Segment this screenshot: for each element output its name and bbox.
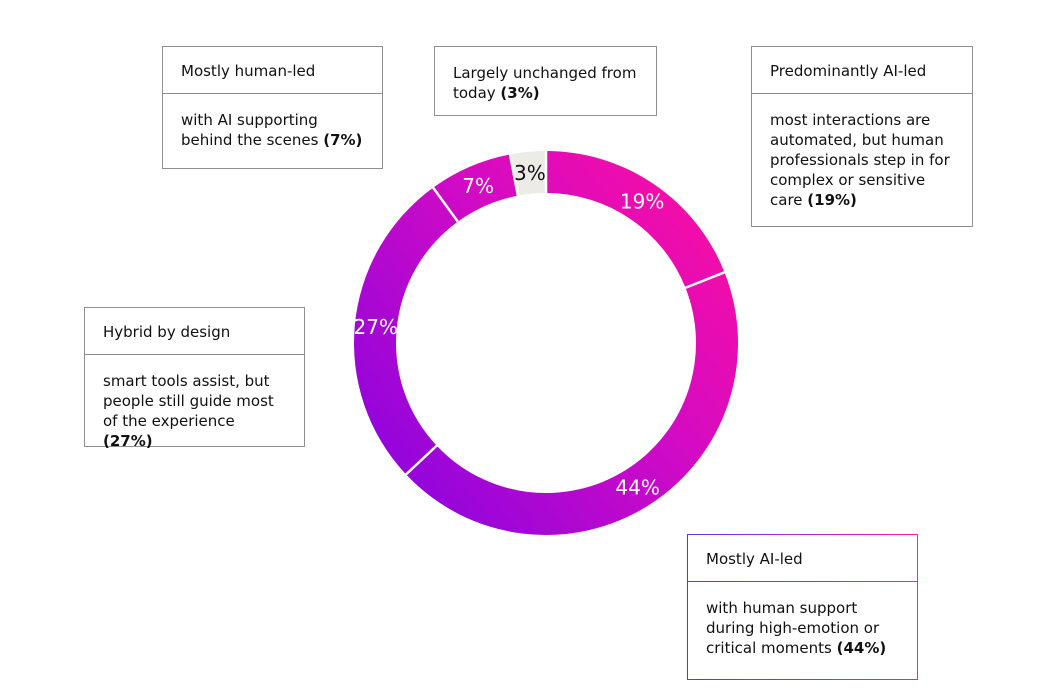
slice-label-hybrid-by-design: 27%: [354, 315, 398, 339]
callout-percent: (7%): [323, 131, 363, 149]
callout-predominantly-ai-led: Predominantly AI-led most interactions a…: [751, 46, 973, 227]
callout-mostly-ai-led: Mostly AI-led with human support during …: [687, 534, 918, 680]
slice-mostly-ai-led: [406, 272, 739, 536]
callout-description: with AI supporting behind the scenes (7%…: [181, 111, 363, 149]
slice-predominantly-ai-led: [546, 151, 725, 288]
divider-mostly-ai-led: [684, 270, 726, 290]
callout-description: Largely unchanged from today (3%): [453, 64, 637, 102]
callout-mostly-human-led: Mostly human-led with AI supporting behi…: [162, 46, 383, 169]
divider-hybrid-by-design: [404, 444, 439, 477]
callout-largely-unchanged: Largely unchanged from today (3%): [434, 46, 657, 116]
callout-percent: (44%): [836, 639, 887, 657]
callout-percent: (3%): [500, 84, 540, 102]
slice-label-mostly-ai-led: 44%: [615, 475, 659, 499]
slice-largely-unchanged: [510, 151, 546, 196]
slice-label-largely-unchanged: 3%: [514, 161, 546, 185]
slice-mostly-human-led: [433, 154, 518, 222]
callout-hybrid-by-design: Hybrid by design smart tools assist, but…: [84, 307, 305, 450]
callout-title: Hybrid by design: [85, 308, 304, 355]
divider-mostly-human-led: [431, 186, 460, 224]
slice-label-mostly-human-led: 7%: [462, 174, 494, 198]
callout-title: Mostly AI-led: [688, 535, 917, 582]
callout-description: with human support during high-emotion o…: [706, 599, 887, 657]
slice-dividers: [404, 150, 726, 477]
slice-label-predominantly-ai-led: 19%: [620, 190, 664, 214]
callout-description: smart tools assist, but people still gui…: [103, 372, 274, 450]
divider-largely-unchanged: [508, 153, 520, 197]
callout-percent: (27%): [103, 432, 153, 450]
callout-description: most interactions are automated, but hum…: [770, 111, 950, 209]
slice-labels: 19% 44% 27% 7% 3%: [354, 161, 665, 500]
callout-percent: (19%): [807, 191, 857, 209]
slice-hybrid-by-design: [354, 187, 458, 475]
donut-slices: [354, 151, 739, 536]
callout-title: Predominantly AI-led: [752, 47, 972, 94]
callout-title: Mostly human-led: [163, 47, 382, 94]
